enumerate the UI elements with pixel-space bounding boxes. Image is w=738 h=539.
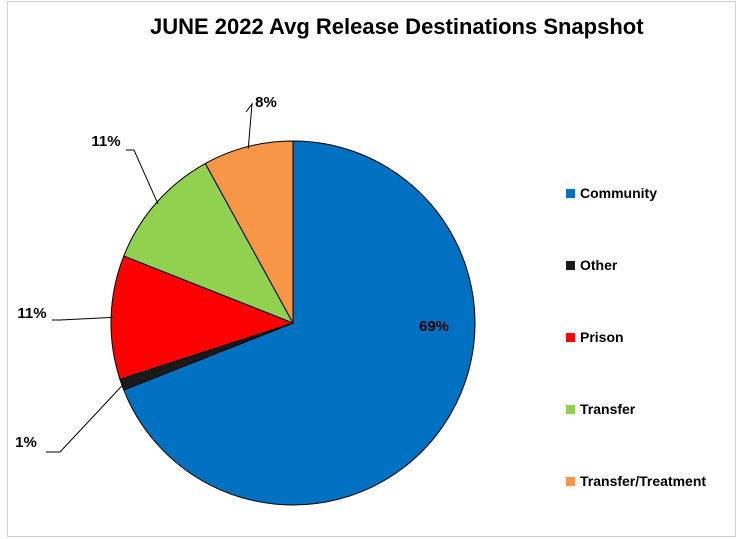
- legend-label: Transfer: [580, 401, 636, 417]
- legend-label: Prison: [580, 329, 624, 345]
- pie-slice-community: [123, 140, 476, 506]
- legend-swatch: [566, 260, 575, 270]
- legend-item-transfer: Transfer: [566, 401, 635, 417]
- leader-line: [52, 316, 114, 321]
- leader-line: [245, 102, 253, 149]
- legend-item-transfer-treatment: Transfer/Treatment: [566, 473, 706, 489]
- legend-label: Community: [580, 185, 657, 201]
- data-label-community: 69%: [419, 318, 449, 335]
- legend-label: Transfer/Treatment: [580, 473, 707, 489]
- leader-line: [46, 383, 125, 453]
- chart-title: JUNE 2022 Avg Release Destinations Snaps…: [150, 14, 644, 39]
- legend-swatch: [566, 404, 575, 414]
- data-label-transfer: 11%: [91, 133, 120, 150]
- pie-slice-transfer-treatment: [204, 140, 294, 324]
- legend-swatch: [566, 332, 575, 342]
- legend-item-other: Other: [566, 257, 617, 273]
- data-label-other: 1%: [15, 434, 37, 451]
- legend-swatch: [566, 188, 575, 198]
- data-label-transfer-treatment: 8%: [255, 94, 277, 111]
- legend-item-community: Community: [566, 185, 657, 201]
- legend-item-prison: Prison: [566, 329, 624, 345]
- leader-line: [126, 149, 159, 205]
- legend-label: Other: [580, 257, 618, 273]
- pie-slice-transfer: [123, 162, 295, 324]
- legend-swatch: [566, 476, 575, 486]
- data-label-prison: 11%: [17, 305, 46, 322]
